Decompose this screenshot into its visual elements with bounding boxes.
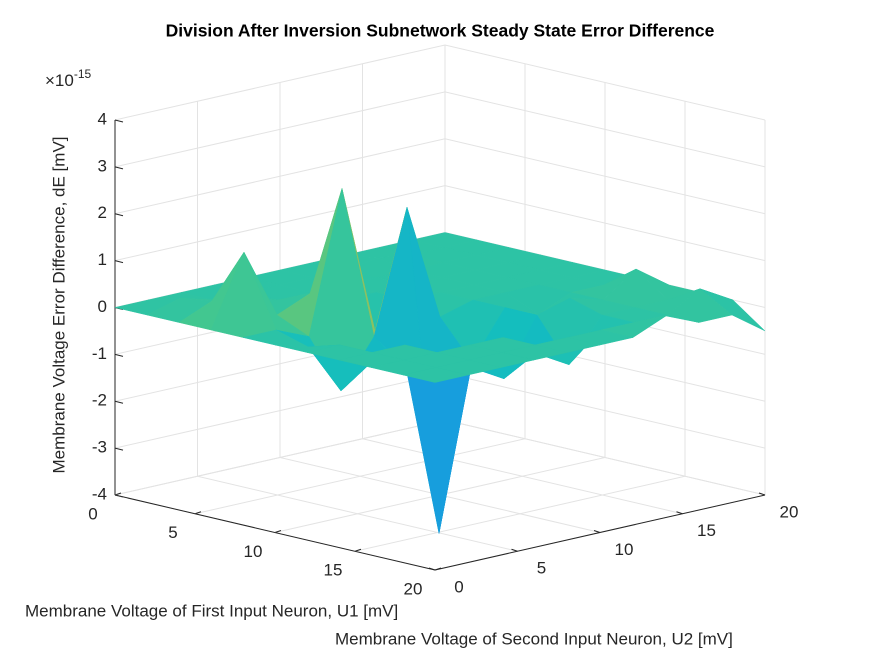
- z-axis-label: Membrane Voltage Error Difference, dE [m…: [49, 136, 68, 473]
- z-tick-label: -2: [92, 391, 107, 410]
- z-exponent: ×10-15: [45, 67, 92, 90]
- y-tick: [758, 492, 766, 496]
- surface-patch: [402, 367, 469, 383]
- x-tick-label: 0: [88, 504, 97, 523]
- grid-line: [114, 44, 766, 121]
- x-tick: [194, 511, 202, 515]
- z-tick-label: -3: [92, 438, 107, 457]
- y-tick: [676, 511, 683, 515]
- z-tick: [114, 400, 124, 404]
- y-axis: [434, 494, 766, 571]
- x-tick: [354, 548, 362, 552]
- z-tick: [114, 260, 124, 264]
- z-tick-label: 3: [98, 156, 107, 175]
- chart-title: Division After Inversion Subnetwork Stea…: [166, 21, 715, 41]
- grid-line: [279, 82, 601, 533]
- y-tick: [511, 548, 518, 552]
- grid-line: [197, 101, 518, 552]
- grid-line: [362, 63, 683, 515]
- z-tick: [114, 353, 124, 357]
- exponent-power: -15: [74, 67, 92, 81]
- z-tick-label: 0: [98, 297, 107, 316]
- z-tick: [114, 166, 124, 170]
- z-tick-label: 2: [98, 203, 107, 222]
- exponent-base: ×10: [45, 71, 74, 90]
- y-tick: [593, 530, 601, 533]
- z-tick: [114, 447, 124, 451]
- x-tick-label: 10: [244, 542, 263, 561]
- x-axis: [114, 494, 436, 571]
- z-tick-label: -1: [92, 344, 107, 363]
- z-tick: [114, 213, 124, 217]
- z-tick-label: 1: [98, 250, 107, 269]
- y-tick-label: 15: [697, 521, 716, 540]
- grid-line: [114, 91, 766, 168]
- y-tick-label: 0: [454, 577, 463, 596]
- x-tick: [274, 530, 282, 533]
- y-tick-label: 10: [615, 540, 634, 559]
- z-tick-label: -4: [92, 484, 107, 503]
- y-axis-label: Membrane Voltage of Second Input Neuron,…: [335, 629, 733, 648]
- x-tick-label: 5: [168, 523, 177, 542]
- x-tick-label: 20: [404, 579, 423, 598]
- y-tick-label: 5: [537, 559, 546, 578]
- grid-line: [114, 138, 766, 215]
- z-tick-label: 4: [98, 109, 107, 128]
- y-tick-label: 20: [780, 502, 799, 521]
- x-axis-label: Membrane Voltage of First Input Neuron, …: [25, 601, 398, 620]
- x-tick: [114, 492, 122, 496]
- surface: [114, 187, 766, 534]
- z-tick: [114, 119, 124, 123]
- x-tick-label: 15: [324, 561, 343, 580]
- surface-patch: [405, 365, 472, 534]
